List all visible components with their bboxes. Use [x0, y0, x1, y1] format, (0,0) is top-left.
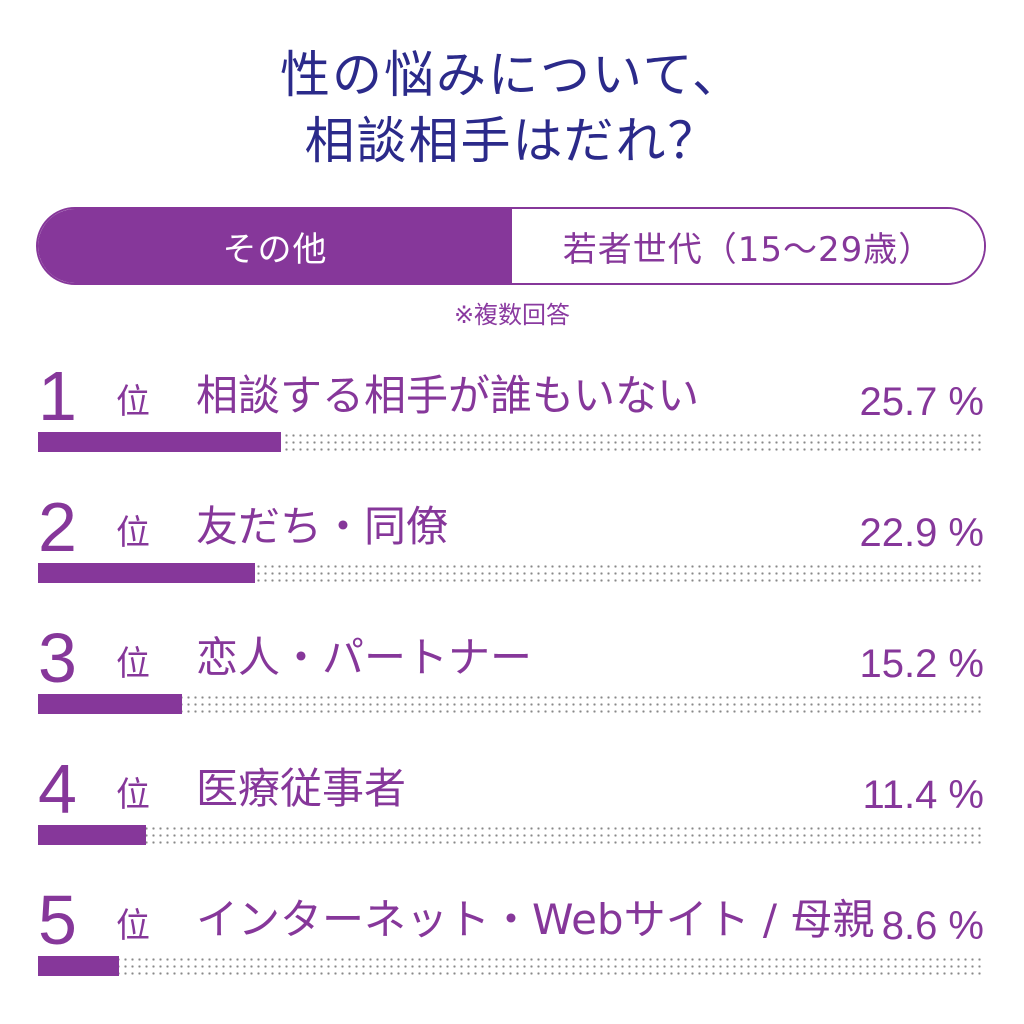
- ranking-row-4: 4 位 医療従事者 11.4 %: [0, 749, 1024, 859]
- segment-tabs: その他 若者世代（15～29歳）: [36, 207, 986, 285]
- rank-number: 2: [38, 488, 77, 566]
- title-line-2: 相談相手はだれ？: [304, 112, 720, 170]
- tab-other[interactable]: その他: [38, 209, 512, 283]
- value-label: 15.2 %: [859, 642, 984, 686]
- category-label: 友だち・同僚: [196, 502, 449, 551]
- multiple-answer-note: ※複数回答: [453, 301, 571, 329]
- bar-track: [38, 563, 984, 583]
- rank-number: 3: [38, 619, 77, 697]
- rank-number: 4: [38, 750, 77, 828]
- rank-number: 5: [38, 881, 77, 959]
- ranking-row-5: 5 位 インターネット・Webサイト / 母親 8.6 %: [0, 880, 1024, 990]
- rank-suffix: 位: [116, 513, 150, 553]
- value-label: 22.9 %: [859, 511, 984, 555]
- category-label: 恋人・パートナー: [196, 633, 533, 682]
- bar: [38, 825, 146, 845]
- ranking-row-2: 2 位 友だち・同僚 22.9 %: [0, 487, 1024, 597]
- bar: [38, 694, 182, 714]
- bar: [38, 563, 255, 583]
- bar-track: [38, 956, 984, 976]
- value-label: 11.4 %: [862, 773, 984, 817]
- bar-track: [38, 694, 984, 714]
- rank-suffix: 位: [116, 775, 150, 815]
- rank-number: 1: [38, 357, 77, 435]
- category-label: インターネット・Webサイト / 母親: [196, 895, 875, 944]
- rank-suffix: 位: [116, 644, 150, 684]
- rank-suffix: 位: [116, 906, 150, 946]
- bar-track: [38, 825, 984, 845]
- value-label: 8.6 %: [881, 904, 984, 948]
- ranking-row-3: 3 位 恋人・パートナー 15.2 %: [0, 618, 1024, 728]
- category-label: 医療従事者: [196, 764, 407, 813]
- category-label: 相談する相手が誰もいない: [196, 371, 700, 420]
- value-label: 25.7 %: [859, 380, 984, 424]
- title-line-1: 性の悩みについて、: [280, 46, 744, 104]
- rank-suffix: 位: [116, 382, 150, 422]
- bar: [38, 432, 281, 452]
- ranking-row-1: 1 位 相談する相手が誰もいない 25.7 %: [0, 356, 1024, 466]
- bar: [38, 956, 119, 976]
- tab-youth[interactable]: 若者世代（15～29歳）: [512, 209, 984, 283]
- chart-title: 性の悩みについて、 相談相手はだれ？: [0, 42, 1024, 174]
